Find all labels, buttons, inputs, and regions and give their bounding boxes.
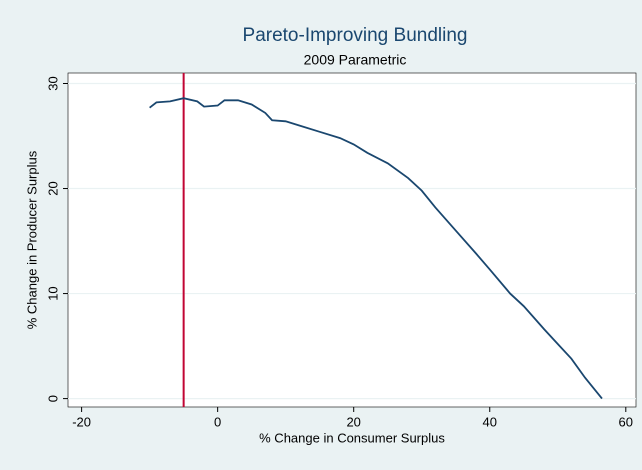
y-axis-title: % Change in Producer Surplus — [24, 150, 39, 329]
chart-title: Pareto-Improving Bundling — [243, 25, 468, 46]
x-tick-label: -20 — [72, 414, 91, 429]
y-tick-label: 20 — [45, 181, 60, 195]
x-tick-label: 40 — [483, 414, 497, 429]
y-tick-label: 30 — [45, 76, 60, 90]
x-tick-label: 60 — [619, 414, 633, 429]
y-tick-label: 10 — [45, 286, 60, 300]
x-axis-title: % Change in Consumer Surplus — [259, 430, 445, 445]
x-tick-label: 0 — [214, 414, 221, 429]
x-tick-label: 20 — [346, 414, 360, 429]
y-tick-label: 0 — [45, 395, 60, 402]
plot-area — [67, 72, 637, 408]
data-line — [149, 97, 603, 400]
chart-subtitle: 2009 Parametric — [304, 52, 407, 68]
